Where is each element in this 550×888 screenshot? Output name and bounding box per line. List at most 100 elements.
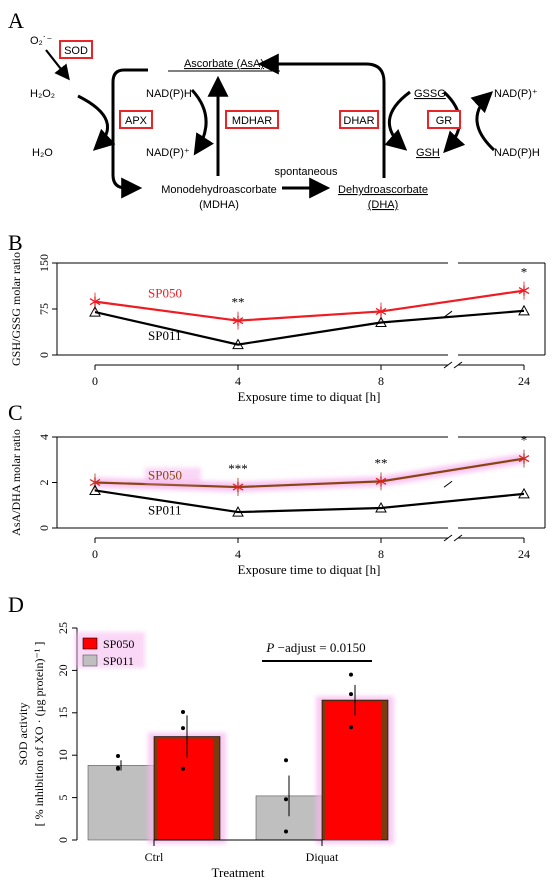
data-point	[349, 672, 353, 677]
mdhar-box	[225, 110, 279, 129]
chart-d: 0 5 10 15 20 25 SOD activity[ % inhibition of …	[16, 622, 394, 880]
sp011-marker	[518, 487, 530, 499]
panel-b-letter: B	[8, 230, 23, 255]
y-tick-label: 150	[37, 254, 51, 272]
sp011-marker	[89, 306, 101, 317]
mdhar-label: MDHAR	[232, 115, 272, 127]
sp011-marker	[89, 484, 101, 495]
data-point	[116, 766, 120, 771]
gr-right-arc	[470, 91, 496, 152]
mdhar-nadp-label: NAD(P)⁺	[146, 147, 190, 159]
dhar-box	[339, 110, 379, 129]
data-point	[349, 692, 353, 697]
sp011-series-label: SP011	[148, 502, 181, 517]
mdha-label-line2: (MDHA)	[199, 199, 239, 211]
sp050-series-label: SP050	[148, 468, 182, 483]
data-point	[181, 726, 185, 731]
x-tick-label: 24	[518, 547, 530, 561]
y-axis-label: AsA/DHA molar ratio	[9, 429, 23, 536]
y-tick-label: 10	[56, 749, 70, 761]
dhar-return-arrow	[257, 53, 386, 178]
bar-sp011	[87, 765, 155, 841]
axis-break-mark	[443, 361, 453, 369]
y-tick-label: 20	[56, 664, 70, 676]
y-tick-label: 2	[37, 480, 51, 486]
x-tick-label: 24	[518, 374, 530, 388]
gssg-label: GSSG	[414, 88, 446, 100]
y-tick-label: 25	[56, 622, 70, 634]
sp011-series-label: SP011	[148, 328, 181, 343]
significance-label: *	[521, 433, 528, 448]
p-symbol: P	[265, 640, 274, 655]
significance-label: ***	[228, 461, 248, 476]
panel-a-letter: A	[8, 8, 24, 33]
dha-label-line2: (DHA)	[368, 199, 399, 211]
dhar-label: DHAR	[343, 115, 374, 127]
superoxide-label: O₂˙⁻	[30, 35, 52, 47]
data-point	[284, 797, 288, 802]
panel-d: D 0 5 10 15 20 25 SOD activity[ % inhibition o…	[8, 592, 394, 880]
label-glow	[145, 467, 201, 484]
dhar-gsh-arc	[384, 90, 411, 151]
panel-d-letter: D	[8, 592, 24, 617]
apx-left-arc	[77, 94, 116, 151]
panel-c-letter: C	[8, 400, 23, 425]
chart-b: 0 75 150 0 4 8 24 Exposure time to diquat [h] GS…	[9, 252, 546, 404]
dha-label-line1: Dehydroascorbate	[338, 184, 428, 196]
p-adjust-text: −adjust = 0.0150	[274, 640, 365, 655]
legend-label-sp050: SP050	[103, 637, 134, 651]
axis-break-mark	[453, 534, 463, 542]
gr-box	[427, 110, 461, 129]
legend-label-sp011: SP011	[103, 654, 134, 668]
x-tick-label: 0	[92, 547, 98, 561]
x-tick-label: 4	[235, 547, 241, 561]
x-tick-label: 8	[378, 547, 384, 561]
y-tick-label: 75	[37, 303, 51, 315]
ascorbate-label: Ascorbate (AsA)	[184, 58, 264, 70]
y-tick-label: 0	[37, 352, 51, 358]
significance-label: **	[375, 455, 388, 470]
x-tick-label: Diquat	[306, 850, 339, 864]
y-tick-label: 5	[56, 795, 70, 801]
y-tick-label: 0	[37, 525, 51, 531]
mdhar-arc	[190, 88, 214, 156]
sp011-line	[94, 489, 525, 514]
apx-bracket-arrow	[111, 68, 148, 199]
gr-label: GR	[436, 115, 453, 127]
y-tick-label: 15	[56, 707, 70, 719]
axis-break-mark	[443, 480, 453, 488]
significance-label: **	[232, 295, 245, 310]
axis-break-mark	[453, 361, 463, 369]
sp050-line	[94, 289, 525, 322]
gr-nadp-label: NAD(P)⁺	[494, 88, 538, 100]
p-adjust-label: P −adjust = 0.0150	[265, 640, 365, 655]
sod-label: SOD	[64, 45, 88, 57]
panel-a: A O₂˙⁻ SOD H₂O₂ H₂O APX Ascorbate (AsA) …	[8, 8, 540, 211]
data-point	[181, 766, 185, 771]
h2o2-label: H₂O₂	[30, 88, 55, 100]
x-tick-label: Ctrl	[145, 850, 164, 864]
legend-swatch-sp050	[82, 637, 98, 650]
y-tick-label: 0	[56, 837, 70, 843]
panel-b: B 0 75 150 0 4 8 24 Exposure time to diquat [h]…	[8, 230, 546, 404]
gr-nadph-label: NAD(P)H	[494, 147, 540, 159]
legend-swatch-sp011	[82, 654, 98, 667]
data-point	[284, 829, 288, 834]
y-axis-label-line2: [ % inhibition of XO · (µg protein)⁻¹ ]	[32, 642, 46, 827]
data-point	[116, 754, 120, 759]
y-axis-label: GSH/GSSG molar ratio	[9, 252, 23, 366]
mdha-label-line1: Monodehydroascorbate	[161, 184, 277, 196]
data-point	[181, 709, 185, 714]
apx-box	[119, 110, 153, 129]
gsh-label: GSH	[416, 147, 440, 159]
sod-box	[59, 40, 93, 59]
sp011-marker	[375, 316, 387, 327]
sp011-marker	[232, 506, 244, 517]
data-point	[284, 758, 288, 763]
sp011-marker	[375, 501, 387, 513]
sp050-line	[94, 457, 525, 489]
significance-label: *	[521, 265, 528, 280]
